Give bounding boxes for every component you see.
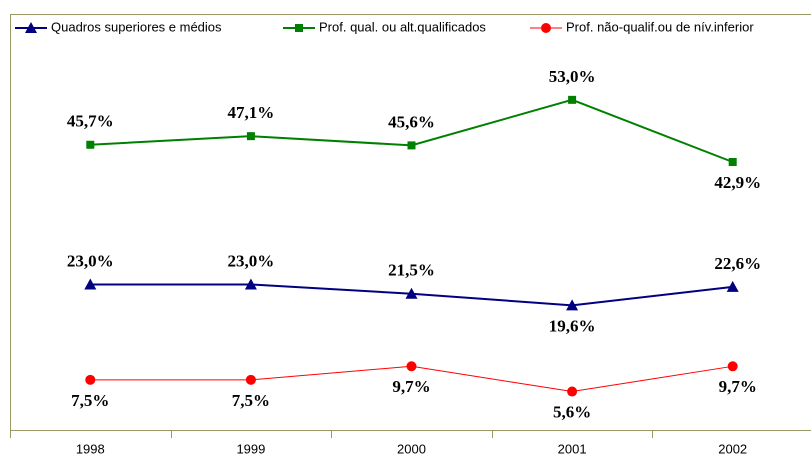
data-label: 21,5%: [388, 261, 435, 280]
point-marker: [566, 299, 579, 311]
legend-marker: [541, 23, 551, 33]
data-label: 47,1%: [228, 103, 275, 122]
point-marker: [728, 158, 737, 166]
data-label: 45,7%: [67, 112, 114, 131]
point-marker: [727, 361, 738, 372]
point-marker: [405, 287, 418, 299]
point-marker: [567, 386, 578, 397]
x-tick-label: 2000: [397, 441, 426, 456]
legend-label: Quadros superiores e médios: [51, 19, 222, 34]
data-label: 7,5%: [71, 391, 109, 410]
point-marker: [726, 280, 739, 292]
data-label: 42,9%: [714, 173, 761, 192]
data-label: 53,0%: [549, 67, 596, 86]
point-marker: [568, 95, 577, 104]
point-marker: [85, 374, 96, 385]
point-marker: [245, 374, 256, 385]
x-tick-label: 2002: [718, 441, 747, 456]
x-tick-label: 2001: [558, 441, 587, 456]
x-tick-label: 1998: [76, 441, 105, 456]
point-marker: [407, 141, 416, 150]
point-marker: [86, 140, 95, 149]
legend-marker: [295, 24, 303, 32]
data-label: 23,0%: [67, 251, 114, 270]
data-label: 9,7%: [719, 377, 757, 396]
data-label: 19,6%: [549, 316, 596, 335]
legend-marker: [25, 22, 37, 33]
data-label: 23,0%: [228, 251, 275, 270]
data-label: 22,6%: [714, 254, 761, 273]
point-marker: [84, 278, 97, 290]
data-label: 45,6%: [388, 112, 435, 131]
data-label: 7,5%: [232, 391, 270, 410]
x-tick-label: 1999: [236, 441, 265, 456]
legend-label: Prof. qual. ou alt.qualificados: [319, 19, 486, 34]
data-label: 5,6%: [553, 402, 591, 421]
data-label: 9,7%: [392, 377, 430, 396]
point-marker: [406, 361, 417, 372]
point-marker: [246, 132, 255, 141]
legend-label: Prof. não-qualif.ou de nív.inferior: [566, 19, 754, 34]
point-marker: [244, 278, 257, 290]
